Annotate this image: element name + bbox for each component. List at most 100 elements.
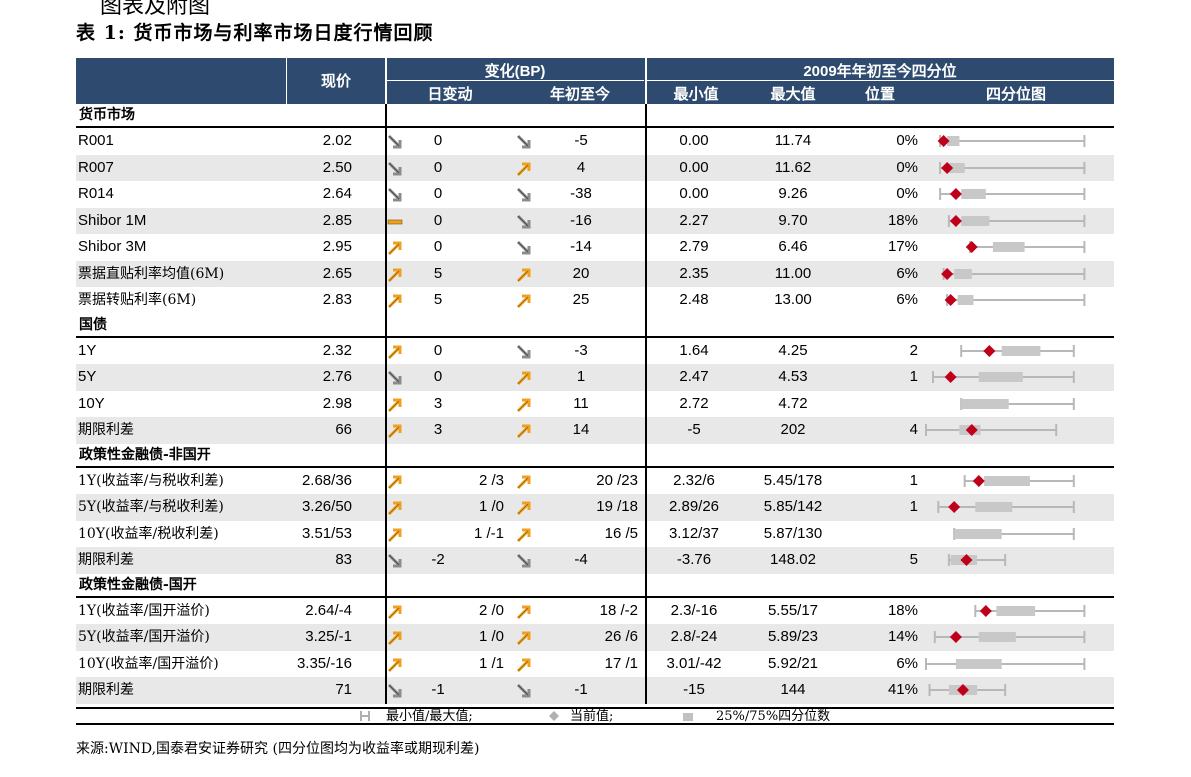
row-label: 5Y(收益率/与税收利差) (78, 494, 224, 520)
daily-change: -1 (416, 677, 460, 703)
daily-change: 0 (416, 338, 460, 364)
min-value: 2.32/6 (654, 468, 734, 494)
row-label: R014 (78, 181, 114, 207)
header-min: 最小值 (656, 83, 736, 104)
row-label: R001 (78, 128, 114, 154)
current-price: 2.64/-4 (282, 598, 352, 624)
row-label: 期限利差 (78, 417, 134, 443)
current-price: 2.98 (282, 391, 352, 417)
legend-minmax-icon (358, 709, 372, 728)
current-price: 3.51/53 (282, 521, 352, 547)
current-price: 2.95 (282, 234, 352, 260)
table-row: 期限利差 83 -2 -4 -3.76 148.02 5 (76, 547, 1114, 574)
row-label: R007 (78, 155, 114, 181)
row-label: 10Y (78, 391, 105, 417)
arrow-up-icon (387, 526, 403, 542)
min-value: 2.89/26 (654, 494, 734, 520)
ytd-change: 14 (546, 417, 616, 443)
table-row: 1Y(收益率/与税收利差) 2.68/36 2 /3 20 /23 2.32/6 5.45… (76, 468, 1114, 495)
current-price: 83 (282, 547, 352, 573)
current-price: 3.35/-16 (282, 651, 352, 677)
max-value: 11.62 (748, 155, 838, 181)
header-quartile-group: 2009年年初至今四分位 (646, 60, 1114, 81)
ytd-change: 20 /23 (526, 468, 638, 494)
arrow-up-icon (387, 656, 403, 672)
row-label: 10Y(收益率/税收利差) (78, 521, 219, 547)
quartile-boxplot (906, 651, 1116, 677)
current-price: 2.02 (282, 128, 352, 154)
max-value: 144 (748, 677, 838, 703)
table-row: 票据转贴利率(6M) 2.83 5 25 2.48 13.00 6% (76, 287, 1114, 314)
daily-change: 2 /3 (406, 468, 504, 494)
quartile-boxplot (906, 677, 1116, 703)
min-value: -3.76 (654, 547, 734, 573)
ytd-change: -38 (546, 181, 616, 207)
footer-bottom-rule (76, 723, 1114, 725)
min-value: 2.72 (654, 391, 734, 417)
max-value: 5.92/21 (748, 651, 838, 677)
min-value: -5 (654, 417, 734, 443)
page-top-fragment: 图表及附图 (100, 0, 210, 20)
quartile-boxplot (906, 181, 1116, 207)
arrow-up-icon (516, 396, 532, 412)
current-price: 2.83 (282, 287, 352, 313)
min-value: 0.00 (654, 128, 734, 154)
header-quartile-chart: 四分位图 (946, 83, 1086, 104)
row-label: 期限利差 (78, 677, 134, 703)
ytd-change: -14 (546, 234, 616, 260)
min-value: 2.35 (654, 261, 734, 287)
section-header: 政策性金融债-非国开 (76, 444, 1114, 468)
daily-change: 3 (416, 417, 460, 443)
daily-change: -2 (416, 547, 460, 573)
quartile-boxplot (906, 261, 1116, 287)
ytd-change: -5 (546, 128, 616, 154)
column-divider (645, 104, 647, 704)
ytd-change: 20 (546, 261, 616, 287)
row-label: 5Y (78, 364, 96, 390)
min-value: 2.8/-24 (654, 624, 734, 650)
quartile-boxplot (906, 521, 1116, 547)
min-value: 2.79 (654, 234, 734, 260)
quartile-boxplot (906, 364, 1116, 390)
quartile-boxplot (906, 338, 1116, 364)
quartile-boxplot (906, 598, 1116, 624)
row-label: 5Y(收益率/国开溢价) (78, 624, 210, 650)
row-label: Shibor 3M (78, 234, 146, 260)
table-row: 10Y(收益率/税收利差) 3.51/53 1 /-1 16 /5 3.12/37 5.8… (76, 521, 1114, 548)
arrow-down-icon (516, 239, 532, 255)
section-header: 国债 (76, 314, 1114, 338)
daily-change: 1 /0 (406, 494, 504, 520)
row-label: 1Y(收益率/与税收利差) (78, 468, 224, 494)
ytd-change: 18 /-2 (526, 598, 638, 624)
max-value: 148.02 (748, 547, 838, 573)
arrow-up-icon (387, 422, 403, 438)
section-title: 货币市场 (79, 107, 135, 123)
header-change-group: 变化(BP) (386, 60, 644, 81)
table-row: 10Y(收益率/国开溢价) 3.35/-16 1 /1 17 /1 3.01/-42 5.… (76, 651, 1114, 678)
header-divider (647, 80, 1114, 81)
row-label: 票据转贴利率(6M) (78, 287, 196, 313)
source-note: 来源:WIND,国泰君安证券研究 (四分位图均为收益率或期现利差) (76, 738, 479, 758)
min-value: 1.64 (654, 338, 734, 364)
arrow-down-icon (516, 552, 532, 568)
section-title: 国债 (79, 317, 107, 333)
flat-dash-icon (387, 213, 403, 229)
table-title: 表 1: 货币市场与利率市场日度行情回顾 (76, 18, 433, 45)
max-value: 5.85/142 (748, 494, 838, 520)
min-value: 3.12/37 (654, 521, 734, 547)
header-change-ytd: 年初至今 (516, 83, 644, 104)
arrow-down-icon (516, 213, 532, 229)
quartile-boxplot (906, 494, 1116, 520)
max-value: 11.74 (748, 128, 838, 154)
header-change-day: 日变动 (386, 83, 514, 104)
daily-change: 5 (416, 261, 460, 287)
min-value: 3.01/-42 (654, 651, 734, 677)
table-row: R014 2.64 0 -38 0.00 9.26 0% (76, 181, 1114, 208)
table-row: 5Y(收益率/与税收利差) 3.26/50 1 /0 19 /18 2.89/26 5.8… (76, 494, 1114, 521)
arrow-down-icon (516, 186, 532, 202)
arrow-up-icon (516, 369, 532, 385)
daily-change: 1 /1 (406, 651, 504, 677)
quartile-boxplot (906, 624, 1116, 650)
min-value: -15 (654, 677, 734, 703)
table-row: Shibor 3M 2.95 0 -14 2.79 6.46 17% (76, 234, 1114, 261)
